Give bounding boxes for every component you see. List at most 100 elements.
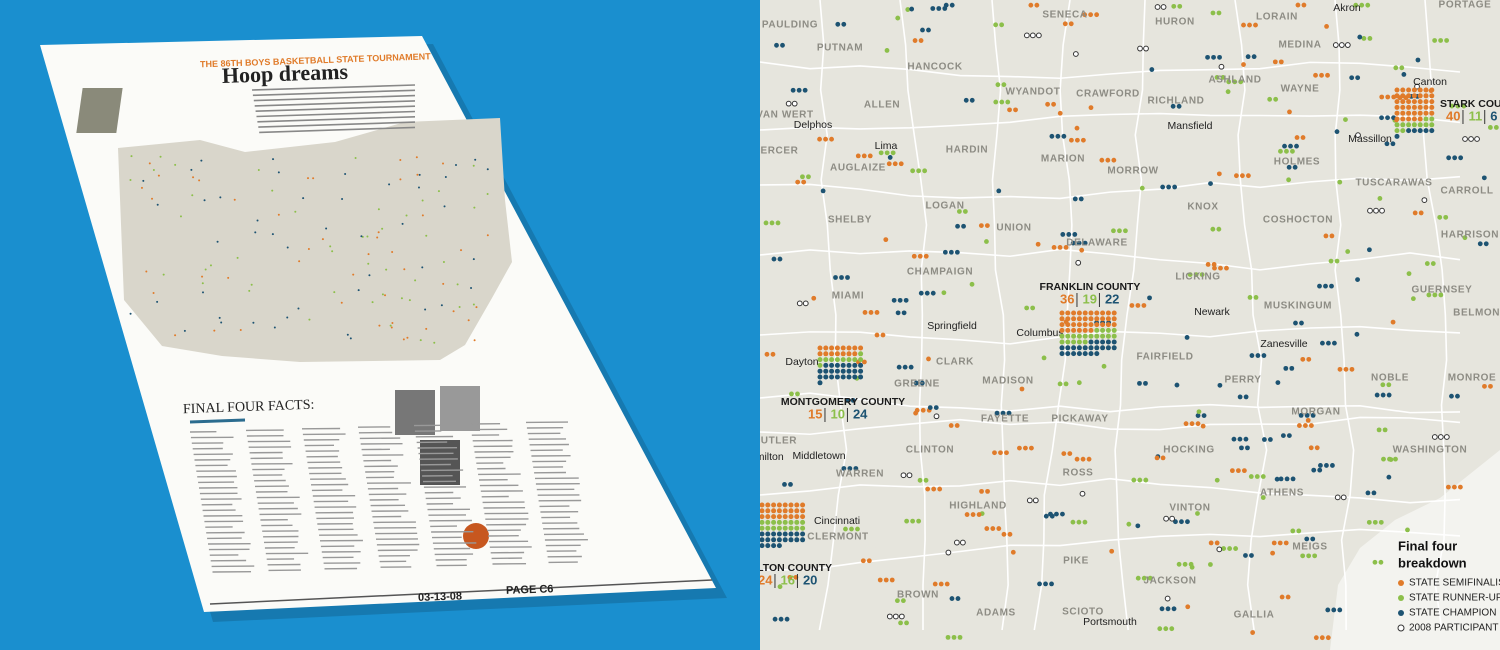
county-border — [1422, 0, 1448, 631]
map-dot — [367, 253, 370, 256]
count-dot — [1394, 116, 1400, 122]
legend-swatch — [1397, 624, 1405, 632]
map-dot — [368, 274, 371, 277]
participant-dot — [944, 581, 950, 587]
participant-dot — [1208, 540, 1214, 546]
participant-dot — [942, 249, 948, 255]
participant-dot — [788, 482, 793, 487]
participant-dot — [936, 6, 942, 11]
participant-dot — [900, 472, 907, 479]
participant-dot — [1037, 581, 1042, 587]
county-label: COSHOCTON — [1263, 215, 1333, 226]
participant-dot — [945, 549, 952, 556]
map-dot — [216, 240, 219, 243]
count-dot — [1400, 87, 1406, 93]
participant-dot — [1079, 247, 1085, 253]
participant-dot — [1449, 103, 1455, 109]
participant-dot — [1032, 497, 1039, 504]
participant-dot — [777, 584, 783, 590]
participant-dot — [787, 574, 793, 580]
participant-dot — [1248, 474, 1254, 479]
map-dot — [470, 286, 473, 289]
count-dot — [834, 357, 840, 363]
participant-dot — [926, 27, 931, 33]
map-dot — [308, 318, 311, 321]
count-dot — [1065, 310, 1071, 316]
text-line — [258, 121, 416, 128]
count-dot — [788, 531, 794, 537]
participant-dot — [1160, 4, 1167, 10]
count-dot — [771, 531, 777, 537]
count-dot — [1071, 327, 1077, 333]
count-dot — [1082, 327, 1088, 333]
participant-dot — [1072, 51, 1079, 57]
participant-dot — [1054, 511, 1059, 517]
participant-dot — [1286, 164, 1292, 170]
participant-dot — [957, 634, 963, 640]
participant-dot — [1243, 553, 1248, 558]
participant-dot — [1288, 143, 1293, 149]
participant-dot — [1455, 393, 1460, 399]
participant-dot — [886, 161, 892, 167]
text-line — [255, 105, 416, 112]
participant-dot — [839, 275, 844, 280]
participant-dot — [1289, 365, 1295, 371]
map-dot — [209, 264, 212, 267]
map-dot — [419, 339, 422, 342]
participant-dot — [1217, 54, 1222, 60]
city-label: Massillon — [1348, 133, 1392, 145]
map-dot — [399, 178, 402, 181]
map-dot — [381, 293, 384, 296]
count-dot — [834, 368, 840, 374]
participant-dot — [930, 290, 936, 296]
count-dot — [1429, 93, 1435, 99]
count-dot — [776, 514, 782, 520]
participant-dot — [1250, 630, 1256, 635]
count-dot — [858, 345, 864, 351]
map-dot — [417, 186, 420, 189]
city-label: Mansfield — [1168, 120, 1213, 132]
count-dot — [852, 357, 858, 363]
county-label: VINTON — [1169, 503, 1210, 514]
participant-dot — [1218, 63, 1225, 70]
participant-dot — [845, 275, 850, 280]
participant-dot — [1367, 247, 1372, 253]
participant-dot — [1468, 136, 1474, 142]
count-dot — [852, 345, 858, 351]
participant-dot — [1329, 233, 1335, 239]
count-dot — [1100, 339, 1106, 345]
count-dot — [782, 502, 788, 508]
map-dot — [473, 339, 476, 342]
participant-dot — [932, 581, 938, 587]
county-label: FAIRFIELD — [1136, 352, 1193, 363]
participant-dot — [895, 310, 901, 316]
participant-dot — [1024, 305, 1030, 311]
county-border — [760, 528, 1461, 571]
participant-dot — [1235, 468, 1241, 474]
participant-dot — [1137, 380, 1142, 386]
participant-dot — [1247, 22, 1252, 28]
participant-dot — [778, 616, 784, 622]
count-dot — [788, 537, 794, 543]
participant-dot — [1310, 536, 1316, 542]
participant-dot — [954, 249, 960, 255]
participant-dot — [843, 526, 848, 532]
county-total-value: 16 — [780, 572, 794, 587]
count-dot — [846, 362, 852, 368]
county-label: CRAWFORD — [1076, 89, 1140, 100]
participant-dot — [877, 577, 883, 583]
county-label: PUTNAM — [817, 43, 863, 54]
count-dot — [788, 525, 794, 531]
participant-dot — [1131, 477, 1137, 483]
map-dot — [148, 162, 151, 165]
count-dot — [1100, 316, 1106, 322]
participant-dot — [1163, 515, 1170, 522]
count-dot — [760, 519, 765, 525]
participant-dot — [1386, 474, 1392, 480]
participant-dot — [1412, 210, 1418, 216]
participant-dot — [835, 21, 841, 27]
participant-dot — [1293, 320, 1298, 326]
count-dot — [1076, 339, 1082, 345]
participant-dot — [1143, 45, 1149, 52]
participant-dot — [998, 450, 1003, 456]
